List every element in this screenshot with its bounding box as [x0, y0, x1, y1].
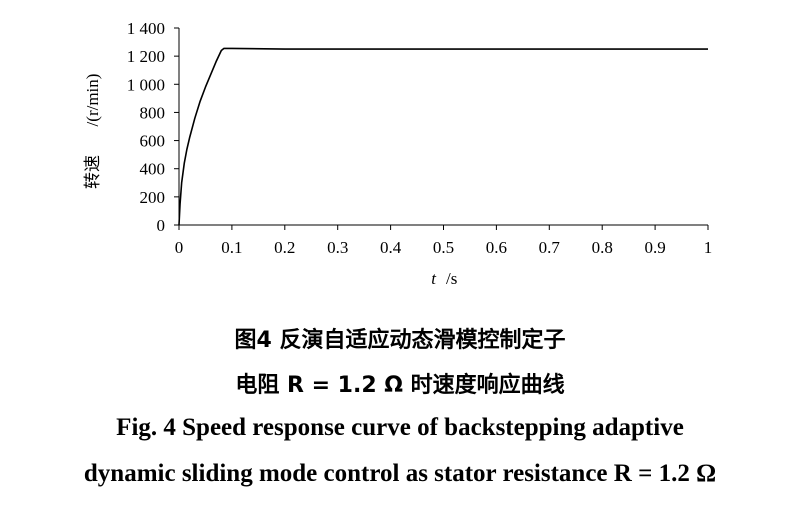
plot-frame — [178, 28, 708, 226]
y-tick-label: 1 200 — [127, 47, 165, 66]
x-tick-label: 0.5 — [433, 238, 454, 257]
y-axis-label-name: 转速 — [83, 155, 102, 189]
x-tick-label: 0.3 — [327, 238, 348, 257]
x-tick-label: 0.9 — [644, 238, 665, 257]
y-tick-label: 1 000 — [127, 75, 165, 94]
x-tick-label: 1 — [704, 238, 713, 257]
x-tick-label: 0.4 — [380, 238, 402, 257]
y-tick-label: 1 400 — [127, 19, 165, 38]
series-layer — [178, 47, 708, 226]
speed-series-line — [178, 47, 708, 226]
y-tick-label: 800 — [140, 103, 166, 122]
figure-caption-en-line2: dynamic sliding mode control as stator r… — [83, 460, 717, 487]
y-axis: 0 200 400 600 800 1 000 1 200 1 400 — [127, 19, 179, 235]
y-tick-label: 0 — [157, 216, 166, 235]
y-axis-label-unit: /(r/min) — [83, 74, 102, 127]
x-tick-label: 0.1 — [221, 238, 242, 257]
y-tick-label: 400 — [140, 160, 166, 179]
figure-caption-cn-line2: 电阻 R = 1.2 Ω 时速度响应曲线 — [235, 373, 565, 398]
x-tick-label: 0.6 — [486, 238, 507, 257]
x-tick-label: 0 — [175, 238, 184, 257]
x-tick-label: 0.2 — [274, 238, 295, 257]
x-axis-label-var: t — [431, 269, 437, 288]
figure-caption-cn-line1: 图4 反演自适应动态滑模控制定子 — [234, 328, 566, 353]
x-axis: 0 0.1 0.2 0.3 0.4 0.5 0.6 0.7 0.8 0.9 1 — [175, 225, 713, 257]
x-tick-label: 0.7 — [539, 238, 561, 257]
x-axis-label-unit: /s — [446, 269, 457, 288]
x-tick-label: 0.8 — [592, 238, 613, 257]
y-tick-label: 600 — [140, 132, 166, 151]
figure-caption-en-line1: Fig. 4 Speed response curve of backstepp… — [116, 414, 684, 441]
y-tick-label: 200 — [140, 188, 166, 207]
